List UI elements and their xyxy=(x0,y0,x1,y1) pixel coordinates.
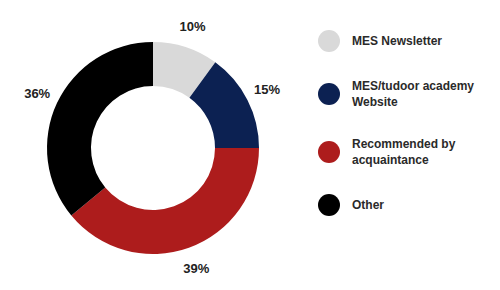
html-text:Other: Other xyxy=(352,198,384,212)
svg-text:10%: 10% xyxy=(180,19,206,34)
svg-text:15%: 15% xyxy=(254,82,280,97)
html-text:Recommended by acquaintance: Recommended by acquaintance xyxy=(352,137,456,167)
html-text:MES/tudoor academy Website: MES/tudoor academy Website xyxy=(352,79,474,109)
svg-text:39%: 39% xyxy=(183,261,209,276)
html-text:MES Newsletter: MES Newsletter xyxy=(352,34,442,48)
svg-text:36%: 36% xyxy=(24,86,50,101)
